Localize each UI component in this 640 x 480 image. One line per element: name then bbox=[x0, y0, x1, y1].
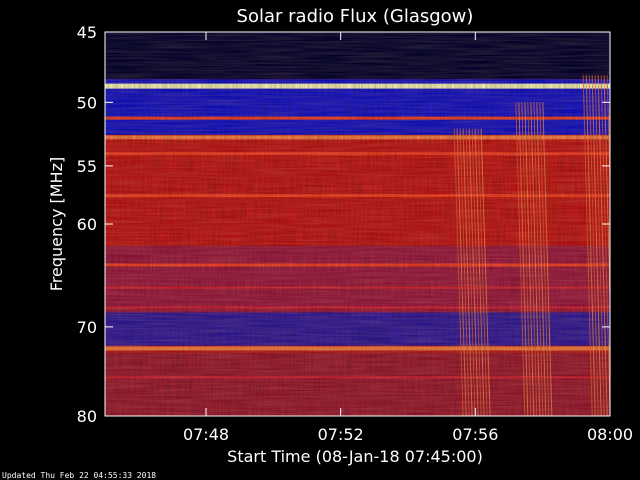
y-tick-label: 80 bbox=[77, 407, 97, 426]
plot-area bbox=[105, 32, 610, 416]
y-tick-label: 50 bbox=[77, 93, 97, 112]
y-axis: 45 50 55 60 70 80 bbox=[77, 23, 610, 426]
chart-title: Solar radio Flux (Glasgow) bbox=[237, 6, 474, 27]
x-tick-label: 07:48 bbox=[183, 425, 229, 444]
y-tick-label: 55 bbox=[77, 157, 97, 176]
x-tick-label: 08:00 bbox=[587, 425, 633, 444]
y-tick-label: 70 bbox=[77, 318, 97, 337]
x-axis: 07:48 07:52 07:56 08:00 bbox=[183, 32, 633, 444]
texture-overlay bbox=[105, 32, 610, 416]
y-axis-label: Frequency [MHz] bbox=[47, 157, 66, 291]
y-tick-label: 45 bbox=[77, 23, 97, 42]
x-tick-label: 07:52 bbox=[318, 425, 364, 444]
updated-timestamp: Updated Thu Feb 22 04:55:33 2018 bbox=[2, 471, 157, 480]
x-tick-label: 07:56 bbox=[452, 425, 498, 444]
x-axis-label: Start Time (08-Jan-18 07:45:00) bbox=[227, 447, 483, 466]
y-tick-label: 60 bbox=[77, 215, 97, 234]
